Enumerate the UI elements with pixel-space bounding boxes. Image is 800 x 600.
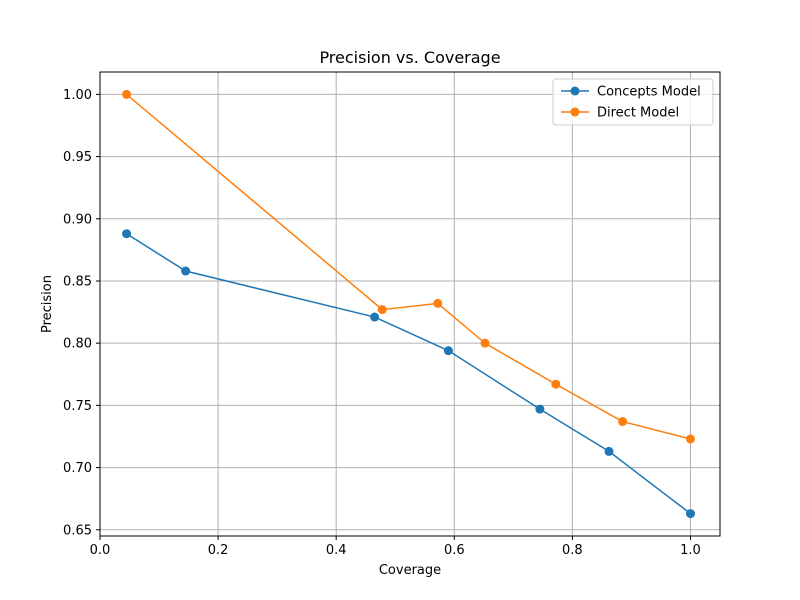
data-point [685, 509, 695, 519]
data-point [370, 312, 380, 322]
legend-label: Direct Model [597, 106, 679, 121]
ticks: 0.0 0.2 0.4 0.6 0.8 1.0 0.65 0.70 0.75 0.80 0.85 0.… [63, 88, 701, 558]
y-tick-label: 1.00 [63, 88, 92, 103]
data-point [480, 338, 490, 348]
y-tick-label: 0.70 [63, 461, 92, 476]
plot-area-frame [99, 71, 721, 537]
x-tick-label: 0.4 [326, 543, 347, 558]
x-axis-label: Coverage [379, 563, 441, 578]
legend-box [552, 78, 714, 126]
legend-label: Concepts Model [597, 85, 701, 100]
legend-entry: Direct Model [561, 106, 679, 121]
y-tick-label: 0.90 [63, 212, 92, 227]
y-tick-label: 0.75 [63, 399, 92, 414]
data-point [122, 229, 132, 239]
series-line [126, 93, 691, 440]
y-axis-label: Precision [40, 275, 55, 333]
data-point [604, 446, 614, 456]
data-point [433, 298, 443, 308]
legend-entry: Concepts Model [561, 85, 701, 100]
x-tick-label: 0.0 [90, 543, 111, 558]
legend-marker [570, 107, 580, 117]
y-tick-label: 0.85 [63, 274, 92, 289]
data-point [377, 305, 387, 315]
series-concepts-model [122, 229, 695, 519]
y-tick-label: 0.80 [63, 337, 92, 352]
data-point [535, 404, 545, 414]
data-point [685, 434, 695, 444]
data-point [122, 89, 132, 99]
x-tick-label: 1.0 [680, 543, 701, 558]
data-point [618, 417, 628, 427]
legend: Concepts Model Direct Model [552, 78, 714, 126]
legend-marker [570, 86, 580, 96]
chart-title: Precision vs. Coverage [319, 48, 500, 67]
series-layer [122, 89, 695, 519]
series-direct-model [122, 89, 695, 444]
x-tick-label: 0.8 [562, 543, 583, 558]
grid [99, 72, 720, 536]
data-point [443, 346, 453, 356]
y-tick-label: 0.65 [63, 523, 92, 538]
x-tick-label: 0.6 [444, 543, 465, 558]
data-point [181, 266, 191, 276]
x-tick-label: 0.2 [208, 543, 229, 558]
data-point [551, 379, 561, 389]
y-tick-label: 0.95 [63, 150, 92, 165]
series-line [126, 233, 691, 515]
